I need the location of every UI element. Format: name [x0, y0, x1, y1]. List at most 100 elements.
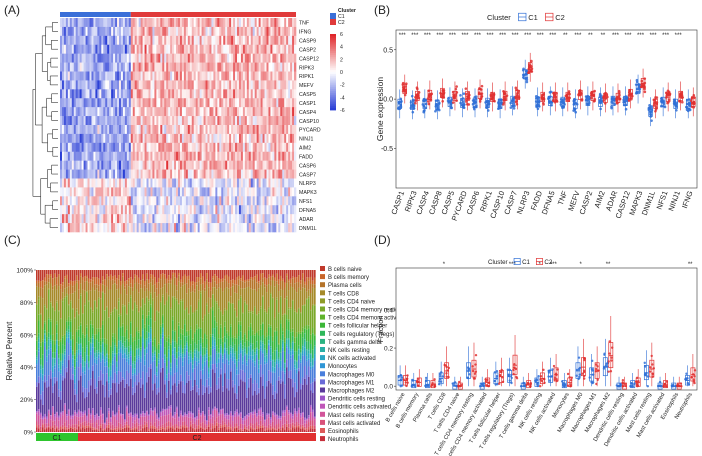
heatmap-cell [73, 205, 77, 215]
heatmap-cell [280, 107, 283, 117]
heatmap-cell [140, 116, 143, 126]
heatmap-cell [215, 142, 218, 153]
heatmap-cell [134, 214, 137, 224]
stacked-bar-segment [80, 355, 82, 364]
data-point-c1 [598, 93, 602, 97]
heatmap-cell [172, 142, 175, 153]
heatmap-cell [278, 169, 281, 179]
stacked-bar-segment [38, 320, 40, 334]
heatmap-cell [209, 187, 212, 197]
heatmap-cell [138, 142, 141, 153]
heatmap-cell [274, 44, 277, 54]
stacked-bar-segment [70, 427, 72, 432]
heatmap-cell [152, 196, 155, 206]
heatmap-cell [101, 18, 104, 28]
heatmap-cell [115, 35, 118, 46]
heatmap-cell [170, 169, 173, 179]
stacked-bar-segment [96, 414, 98, 420]
stacked-bar-segment [86, 415, 88, 417]
colorbar-tick-label: 0 [340, 70, 343, 76]
significance-label: *** [662, 33, 670, 39]
heatmap-cell [181, 107, 185, 117]
stacked-bar-segment [110, 280, 112, 290]
heatmap-cell [183, 196, 187, 206]
stacked-bar-segment [94, 277, 96, 285]
stacked-bar-segment [90, 342, 92, 344]
stacked-bar-segment [80, 427, 82, 430]
stacked-bar-segment [36, 283, 38, 287]
heatmap-cell [164, 107, 167, 117]
stacked-bar-segment [58, 276, 60, 287]
heatmap-cell [75, 62, 78, 72]
stacked-bar-segment [96, 364, 98, 388]
heatmap-cell [60, 196, 63, 206]
stacked-bar-segment [52, 278, 54, 287]
heatmap-cell [81, 178, 84, 188]
heatmap-row-label: DFNA5 [299, 208, 316, 214]
heatmap-cell [128, 187, 132, 197]
stacked-bar-segment [60, 425, 62, 427]
stacked-bar-segment [66, 339, 68, 342]
significance-label: *** [512, 33, 520, 39]
heatmap-cell [97, 223, 100, 233]
heatmap-cell [235, 62, 238, 72]
heatmap-cell [292, 125, 295, 135]
heatmap-cell [254, 71, 257, 81]
stacked-bar-segment [98, 278, 100, 286]
heatmap-cell [199, 187, 202, 197]
heatmap-cell [93, 71, 96, 81]
heatmap-cell [71, 205, 75, 215]
stacked-bar-segment [82, 422, 84, 426]
stacked-bar-segment [72, 428, 74, 432]
heatmap-cell [240, 26, 244, 37]
heatmap-cell [111, 71, 114, 81]
stacked-bar-segment [100, 423, 102, 426]
heatmap-cell [115, 223, 118, 233]
stacked-bar-segment [130, 277, 132, 284]
heatmap-cell [264, 89, 267, 99]
stacked-bar-segment [86, 292, 88, 325]
heatmap-cell [140, 26, 143, 37]
stacked-bar-segment [130, 429, 132, 430]
heatmap-cell [174, 53, 177, 63]
heatmap-cell [107, 116, 110, 126]
heatmap-cell [217, 26, 220, 37]
heatmap-cell [172, 116, 175, 126]
heatmap-cell [225, 89, 228, 99]
heatmap-cell [233, 35, 236, 46]
heatmap-cell [203, 44, 206, 54]
heatmap-cell [235, 142, 238, 153]
heatmap-cell [272, 89, 275, 99]
heatmap-cell [75, 169, 78, 179]
heatmap-cell [113, 89, 116, 99]
heatmap-cell [270, 71, 273, 81]
heatmap-cell [256, 18, 259, 28]
heatmap-cell [119, 18, 122, 28]
heatmap-cell [140, 178, 143, 188]
heatmap-cell [120, 18, 124, 28]
heatmap-cell [258, 142, 261, 153]
heatmap-cell [103, 142, 106, 153]
heatmap-cell [272, 151, 275, 161]
heatmap-cell [144, 98, 147, 108]
stacked-bar-segment [52, 421, 54, 427]
heatmap-cell [91, 169, 94, 179]
stacked-bar-segment [124, 422, 126, 425]
stacked-bar-segment [52, 306, 54, 308]
heatmap-cell [170, 80, 173, 90]
heatmap-cell [258, 71, 261, 81]
heatmap-cell [132, 98, 136, 108]
heatmap-cell [83, 80, 86, 90]
heatmap-cell [272, 214, 275, 224]
heatmap-cell [111, 196, 114, 206]
heatmap-cell [144, 142, 147, 153]
heatmap-cell [89, 71, 92, 81]
heatmap-cell [185, 80, 189, 90]
heatmap-cell [75, 178, 78, 188]
heatmap-cell [221, 116, 224, 126]
heatmap-cell [176, 53, 179, 63]
stacked-bar-segment [100, 326, 102, 329]
heatmap-cell [146, 18, 149, 28]
stacked-bar-segment [64, 354, 66, 357]
stacked-bar-segment [128, 278, 130, 282]
